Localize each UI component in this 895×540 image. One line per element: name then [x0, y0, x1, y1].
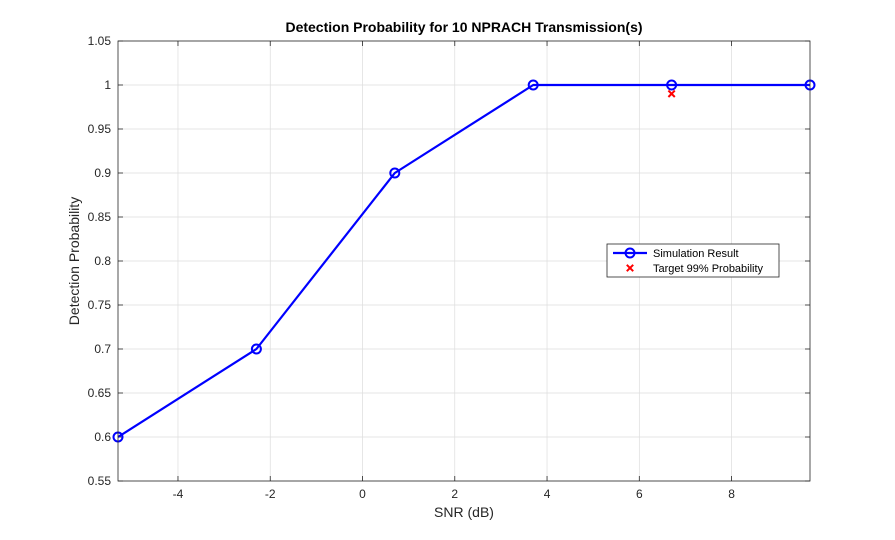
y-tick-label: 0.85 [88, 210, 112, 224]
legend-marker [624, 247, 636, 259]
y-tick-label: 0.8 [94, 254, 111, 268]
x-tick-label: 4 [544, 487, 551, 501]
x-axis-label: SNR (dB) [434, 504, 494, 520]
legend-label: Simulation Result [653, 248, 739, 260]
series-line [117, 83, 810, 438]
y-tick-label: 0.95 [88, 122, 112, 136]
x-marker-stroke [667, 89, 676, 98]
x-marker-stroke [626, 264, 634, 272]
tick-labels: -4 -2 0 2 4 6 8 0.55 0.6 0.65 0.7 0.75 0.8 0.85 0.9 0.9… [88, 34, 736, 501]
data-point [527, 79, 539, 91]
x-tick-label: 2 [451, 487, 458, 501]
legend-entry: Simulation Result [613, 247, 739, 260]
legend-box [606, 243, 780, 278]
y-tick-label: 0.9 [94, 166, 111, 180]
data-point [389, 167, 401, 179]
y-tick-label: 0.6 [94, 430, 111, 444]
data-point [667, 89, 676, 98]
legend-marker [626, 264, 634, 272]
x-tick-label: 8 [728, 487, 735, 501]
data-point [666, 79, 678, 91]
chart-title: Detection Probability for 10 NPRACH Tran… [285, 19, 642, 35]
x-tick-label: 0 [359, 487, 366, 501]
legend-entry: Target 99% Probability [626, 263, 764, 275]
data-point [250, 343, 262, 355]
x-tick-label: -4 [173, 487, 184, 501]
y-tick-label: 0.65 [88, 386, 112, 400]
y-tick-label: 0.75 [88, 298, 112, 312]
legend: Simulation Result Target 99% Probability [606, 243, 780, 278]
y-tick-label: 1 [104, 78, 111, 92]
series-1 [667, 89, 676, 98]
x-tick-label: -2 [265, 487, 276, 501]
y-tick-label: 0.7 [94, 342, 111, 356]
x-tick-label: 6 [636, 487, 643, 501]
plot-frame [117, 40, 811, 482]
y-axis-label: Detection Probability [66, 197, 82, 325]
y-tick-label: 0.55 [88, 474, 112, 488]
y-tick-label: 1.05 [88, 34, 112, 48]
legend-label: Target 99% Probability [653, 263, 764, 275]
